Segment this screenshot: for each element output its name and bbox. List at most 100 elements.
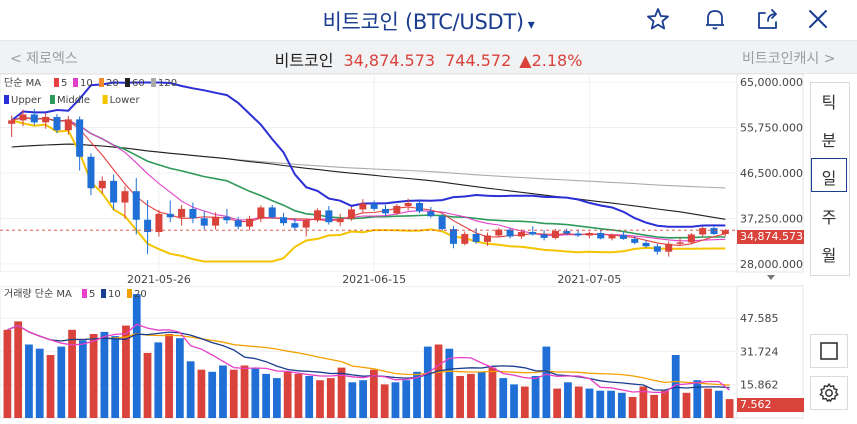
volume-bar — [380, 384, 389, 418]
period-week-button[interactable]: 주 — [821, 208, 837, 227]
candle-body — [529, 232, 537, 235]
candle-body — [8, 120, 16, 124]
candle-body — [495, 229, 503, 236]
volume-bar — [596, 390, 605, 418]
volume-bar — [229, 369, 238, 418]
fullscreen-button[interactable] — [810, 334, 848, 368]
ma-legend-period: 10 — [80, 78, 93, 89]
scroll-down-icon — [767, 275, 775, 280]
prev-coin-link[interactable]: < 제로엑스 — [10, 51, 78, 67]
ma-legend-period: 20 — [106, 78, 119, 89]
candle-body — [710, 228, 718, 234]
period-selector — [810, 82, 850, 276]
candle-body — [608, 234, 616, 239]
ma-legend-period: 120 — [158, 78, 177, 89]
volume-bar — [262, 373, 270, 418]
candle-body — [178, 208, 186, 218]
volume-bar — [165, 334, 173, 418]
candle-body — [483, 235, 491, 242]
candle-body — [585, 233, 593, 236]
share-icon[interactable] — [755, 6, 781, 32]
candle-body — [427, 211, 435, 217]
bb-legend-swatch — [50, 95, 55, 104]
star-icon[interactable] — [645, 6, 671, 32]
candle-body — [19, 114, 27, 121]
candle-body — [347, 209, 356, 219]
candle-body — [98, 180, 106, 189]
volume-bar — [671, 355, 680, 418]
ma-legend-swatch — [151, 78, 156, 87]
candle-body — [234, 220, 242, 227]
settings-button[interactable] — [810, 376, 848, 410]
candle-body — [302, 220, 310, 228]
vol-legend-label: 거래량 단순 MA — [4, 288, 72, 300]
bb-lower-line — [11, 119, 726, 263]
candle-body — [687, 234, 695, 243]
candle-body — [212, 216, 220, 226]
candle-body — [155, 213, 163, 233]
volume-bar — [78, 340, 87, 418]
volume-bar — [628, 397, 637, 418]
period-tick-button[interactable]: 틱 — [821, 93, 837, 112]
volume-bar — [175, 338, 184, 418]
volume-bar — [25, 344, 33, 418]
volume-bar — [445, 348, 454, 418]
page-title[interactable]: 비트코인 (BTC/USDT) ▾ — [0, 6, 857, 36]
last-volume-tag: 7.562 — [737, 398, 804, 412]
period-minute-button[interactable]: 분 — [821, 131, 837, 150]
vol-legend-swatch — [101, 289, 106, 298]
ma-legend-label: 단순 MA — [4, 77, 41, 89]
volume-bar — [132, 294, 141, 418]
volume-bar — [391, 382, 400, 418]
volume-bar — [488, 367, 497, 418]
vol-legend-swatch — [127, 289, 132, 298]
next-coin-link[interactable]: 비트코인캐시 > — [742, 51, 836, 67]
bb-upper-line — [11, 81, 726, 228]
candle-body — [76, 119, 84, 157]
volume-bar — [197, 369, 206, 418]
square-icon — [820, 342, 838, 360]
candle-body — [597, 233, 605, 239]
price-tick-label: 55,750.000 — [740, 122, 803, 135]
volume-bar — [186, 361, 195, 418]
candle-body — [517, 232, 525, 237]
candle-body — [665, 243, 673, 252]
volume-bar — [607, 390, 615, 418]
volume-bar — [585, 388, 594, 418]
volume-bar — [423, 346, 432, 418]
chevron-down-icon[interactable]: ▾ — [527, 17, 535, 33]
coin-name: 비트코인 — [274, 51, 334, 70]
candle-body — [246, 218, 254, 227]
candle-body — [53, 116, 61, 131]
volume-bar — [704, 388, 712, 418]
vol-legend-period: 5 — [89, 289, 95, 300]
volume-bar — [413, 371, 421, 418]
selected-period-marker — [811, 158, 847, 192]
volume-bar — [111, 336, 120, 418]
ma-legend-period: 60 — [132, 78, 145, 89]
candle-body — [325, 210, 333, 223]
candle-body — [676, 242, 684, 244]
volume-axis — [736, 285, 804, 419]
ma60-line — [11, 143, 726, 220]
candle-body — [359, 203, 367, 210]
candle-body — [461, 233, 469, 244]
ma-legend-swatch — [54, 78, 59, 87]
candle-body — [506, 229, 514, 237]
period-month-button[interactable]: 월 — [821, 246, 837, 265]
title-text[interactable]: 비트코인 (BTC/USDT) — [322, 10, 524, 34]
period-day-button[interactable]: 일 — [821, 169, 837, 188]
bell-icon[interactable] — [702, 6, 728, 32]
last-price-tag: 34,874.573 — [737, 230, 804, 244]
volume-bar — [682, 392, 691, 418]
ma-legend-swatch — [125, 78, 130, 87]
volume-bar — [251, 367, 260, 418]
candle-body — [699, 228, 707, 235]
close-icon[interactable] — [805, 6, 831, 32]
candle-body — [291, 223, 299, 228]
volume-bar — [57, 346, 66, 418]
vol-legend-period: 10 — [108, 289, 121, 300]
volume-bar — [510, 384, 518, 418]
volume-bar — [693, 380, 702, 418]
